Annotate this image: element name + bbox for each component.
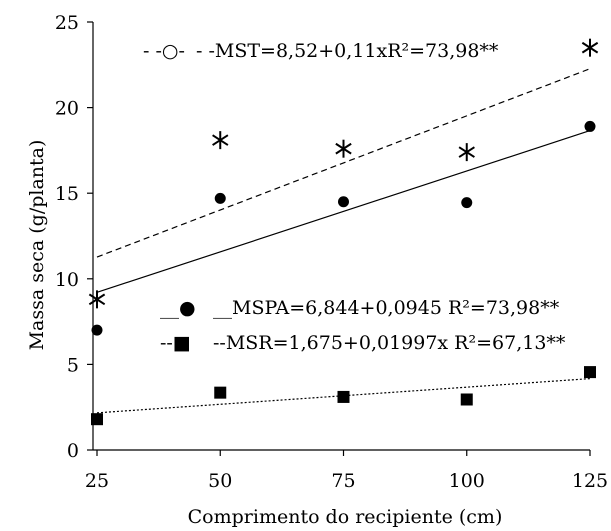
- point-msr: [337, 390, 350, 403]
- data-points: [88, 38, 599, 426]
- fit-line-mst: [96, 68, 591, 258]
- point-mst: [458, 143, 475, 162]
- point-mspa: [214, 192, 226, 204]
- point-mspa: [584, 120, 596, 132]
- legend-mspa: __● __MSPA=6,844+0,0945 R²=73,98**: [160, 297, 560, 319]
- x-tick-label: 100: [449, 470, 485, 492]
- point-mst: [335, 139, 352, 158]
- legend-mst-prefix: - -○-: [143, 40, 185, 62]
- y-tick-label: 0: [67, 440, 79, 462]
- y-tick-label: 15: [55, 183, 79, 205]
- x-tick-label: 25: [85, 470, 109, 492]
- legend-mst: - -○- - -MST=8,52+0,11xR²=73,98**: [143, 40, 499, 62]
- y-tick-label: 5: [67, 354, 79, 376]
- y-axis-title: Massa seca (g/planta): [26, 140, 48, 351]
- point-msr: [584, 366, 596, 379]
- point-mspa: [91, 324, 103, 336]
- legend-msr-label: --MSR=1,675+0,01997x R²=67,13**: [213, 332, 566, 354]
- point-mspa: [461, 197, 473, 209]
- y-tick-label: 20: [55, 98, 79, 120]
- legend-mspa-prefix: __●: [160, 297, 196, 319]
- point-msr: [91, 413, 103, 426]
- legend-msr: --■ --MSR=1,675+0,01997x R²=67,13**: [160, 332, 566, 354]
- x-tick-label: 75: [331, 470, 355, 492]
- x-axis-title: Comprimento do recipiente (cm): [188, 506, 503, 528]
- point-mst: [88, 290, 106, 309]
- point-mst: [581, 38, 599, 57]
- point-msr: [460, 393, 473, 406]
- ticks: 0 5 10 15 20 25 25 50 75 100 125: [55, 12, 608, 492]
- point-msr: [214, 386, 227, 399]
- fit-line-mspa: [96, 129, 591, 293]
- axes: [92, 22, 590, 451]
- fit-lines: [96, 68, 591, 414]
- x-tick-label: 50: [208, 470, 232, 492]
- y-tick-label: 25: [55, 12, 79, 34]
- x-tick-label: 125: [572, 470, 608, 492]
- legend-mst-label: - -MST=8,52+0,11xR²=73,98**: [196, 40, 499, 62]
- point-mst: [212, 131, 229, 150]
- point-mspa: [338, 196, 349, 208]
- legend-msr-prefix: --■: [160, 332, 191, 354]
- y-tick-label: 10: [55, 269, 79, 291]
- legend-mspa-label: __MSPA=6,844+0,0945 R²=73,98**: [213, 297, 560, 319]
